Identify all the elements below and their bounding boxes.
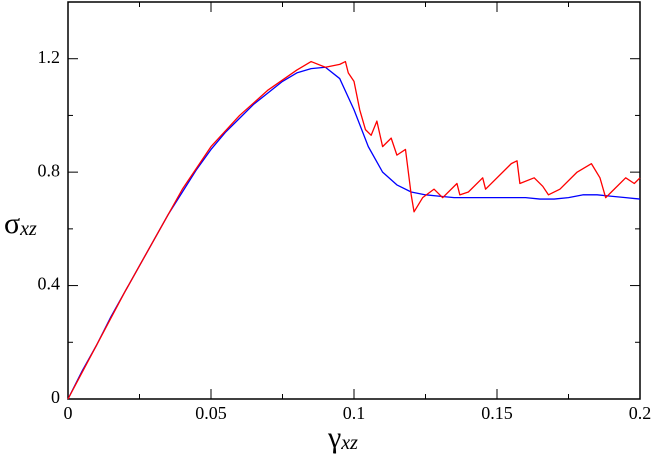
y-axis-symbol: σ — [4, 207, 20, 240]
plot-frame — [67, 1, 641, 400]
x-tick-label: 0 — [64, 403, 73, 423]
x-axis-subscript: xz — [340, 432, 358, 454]
y-tick-label: 1.2 — [38, 47, 61, 67]
x-tick-label: 0.05 — [195, 403, 227, 423]
series-line — [67, 60, 641, 400]
y-tick-label: 0 — [51, 387, 60, 407]
y-tick-label: 0.8 — [38, 160, 61, 180]
y-axis-label: σxz — [4, 207, 37, 240]
x-tick-label: 0.15 — [481, 403, 513, 423]
x-tick-label: 0.1 — [343, 403, 366, 423]
x-axis-label: γxz — [327, 421, 358, 454]
y-axis-subscript: xz — [19, 218, 37, 240]
x-axis-symbol: γ — [327, 421, 341, 454]
series-line — [67, 66, 641, 400]
y-tick-label: 0.4 — [38, 274, 61, 294]
x-tick-label: 0.2 — [629, 403, 652, 423]
